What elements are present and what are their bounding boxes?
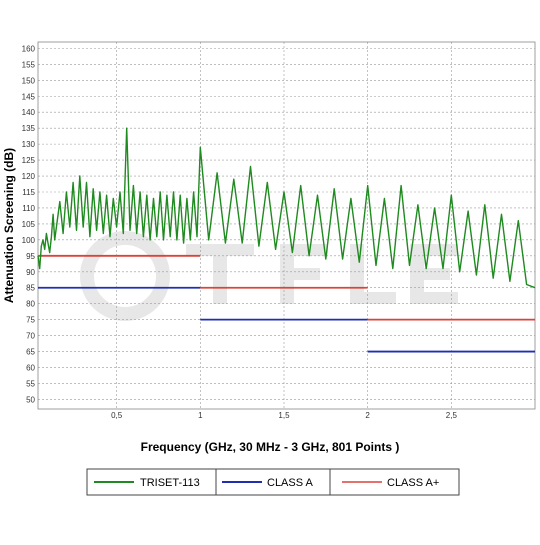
y-tick-label: 55 [26,379,35,388]
x-tick-label: 1,5 [278,411,290,420]
y-tick-label: 120 [22,172,36,181]
watermark-logo [80,231,458,321]
y-tick-labels: 50 55 60 65 70 75 80 85 90 95 100 105 110 115 120 125 13… [22,44,36,404]
legend-box [86,468,460,496]
grid-lines [38,42,535,409]
series-layer [37,127,536,353]
y-tick-label: 70 [26,332,35,341]
y-tick-label: 50 [26,395,35,404]
y-tick-label: 140 [22,108,36,117]
y-axis-title: Attenuation Screening (dB) [2,148,16,303]
series-line-triset [37,127,536,289]
y-tick-label: 90 [26,268,35,277]
y-tick-label: 105 [22,220,36,229]
x-tick-labels: 0,5 1 1,5 2 2,5 [111,411,457,420]
legend-item-class-a-plus: CLASS A+ [342,477,439,489]
y-tick-label: 160 [22,44,36,53]
x-tick-label: 2 [365,411,370,420]
x-tick-label: 2,5 [446,411,458,420]
y-tick-label: 75 [26,316,35,325]
legend-label: CLASS A [267,477,314,489]
y-tick-label: 65 [26,348,35,357]
legend: TRISET-113 CLASS A CLASS A+ [86,468,460,496]
y-tick-label: 85 [26,284,35,293]
y-tick-label: 115 [22,188,35,197]
legend-item-triset: TRISET-113 [94,477,200,489]
legend-item-class-a: CLASS A [222,477,314,489]
x-tick-label: 0,5 [111,411,123,420]
legend-label: TRISET-113 [140,477,200,489]
y-tick-label: 95 [26,252,35,261]
y-tick-label: 80 [26,300,35,309]
x-axis-title: Frequency (GHz, 30 MHz - 3 GHz, 801 Poin… [141,440,400,454]
legend-label: CLASS A+ [387,477,439,489]
y-tick-label: 150 [22,76,36,85]
y-tick-label: 100 [22,236,36,245]
y-tick-label: 145 [22,92,36,101]
y-tick-label: 155 [22,60,36,69]
plot-frame [37,41,536,410]
x-tick-label: 1 [198,411,203,420]
y-tick-label: 60 [26,364,35,373]
y-tick-label: 135 [22,124,36,133]
y-tick-label: 110 [22,204,35,213]
y-tick-label: 130 [22,140,36,149]
y-tick-label: 125 [22,156,36,165]
